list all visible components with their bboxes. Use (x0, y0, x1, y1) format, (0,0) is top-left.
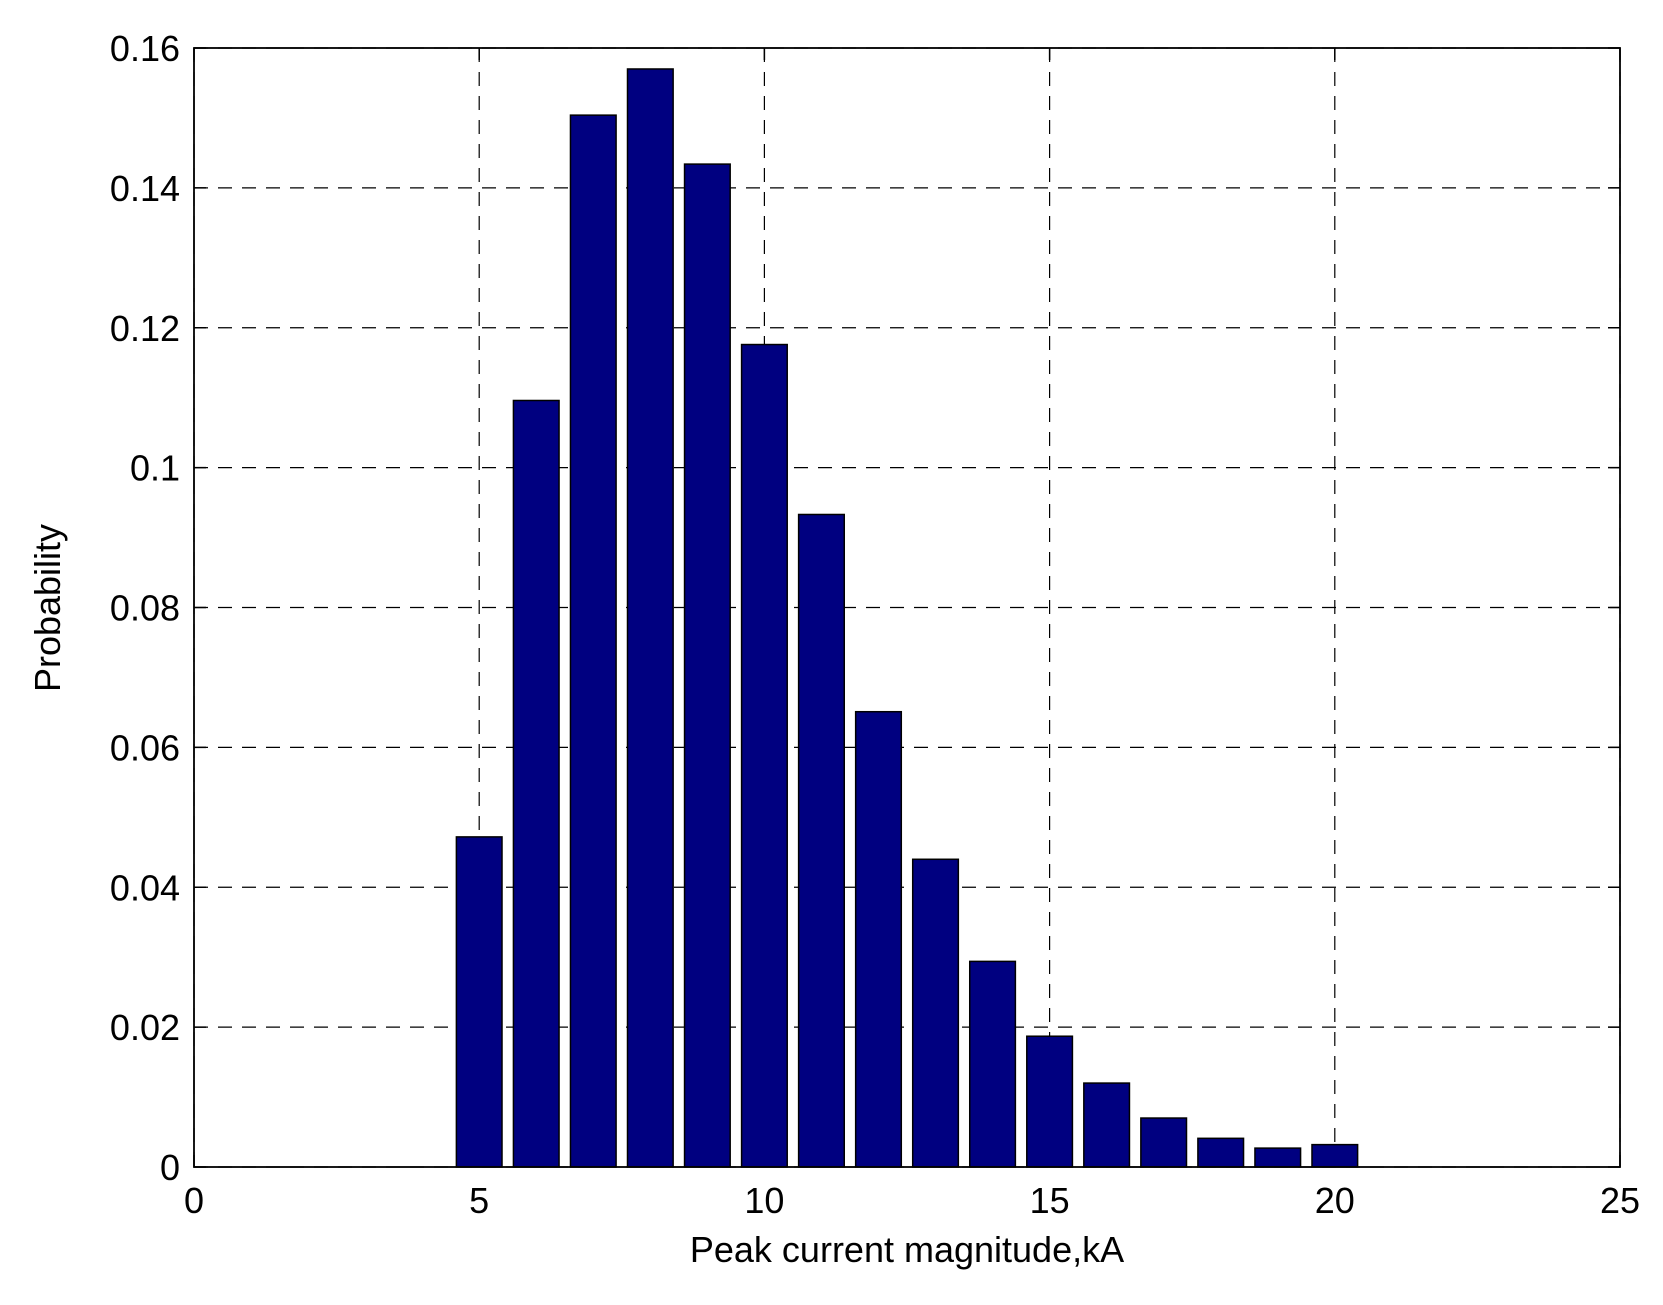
x-tick-label: 20 (1315, 1180, 1355, 1221)
bar (797, 513, 846, 1168)
y-tick-label: 0.06 (110, 727, 180, 768)
bar (1083, 1082, 1131, 1168)
bar (854, 710, 903, 1168)
x-tick-label: 15 (1030, 1180, 1070, 1221)
y-tick-label: 0.14 (110, 168, 180, 209)
y-axis-label: Probability (27, 524, 68, 692)
bar (569, 114, 617, 1168)
bar (1311, 1143, 1359, 1168)
bar (1026, 1035, 1074, 1168)
bar (1254, 1147, 1302, 1168)
y-tick-label: 0.04 (110, 867, 180, 908)
x-axis-label: Peak current magnitude,kA (690, 1229, 1124, 1270)
bar (455, 836, 503, 1168)
y-tick-label: 0.02 (110, 1007, 180, 1048)
y-tick-label: 0 (160, 1147, 180, 1188)
bar (968, 960, 1017, 1168)
y-tick-label: 0.08 (110, 588, 180, 629)
bar (911, 858, 960, 1168)
bar (626, 68, 674, 1168)
y-tick-label: 0.16 (110, 28, 180, 69)
bar (683, 163, 731, 1168)
x-tick-label: 25 (1600, 1180, 1640, 1221)
bar (1140, 1117, 1188, 1168)
bar (740, 343, 788, 1168)
x-tick-label: 10 (744, 1180, 784, 1221)
bar (512, 399, 560, 1168)
plot-frame (193, 47, 1621, 1168)
x-tick-label: 0 (184, 1180, 204, 1221)
y-tick-label: 0.12 (110, 308, 180, 349)
x-tick-label: 5 (469, 1180, 489, 1221)
bar (1197, 1137, 1245, 1168)
y-tick-label: 0.1 (130, 448, 180, 489)
